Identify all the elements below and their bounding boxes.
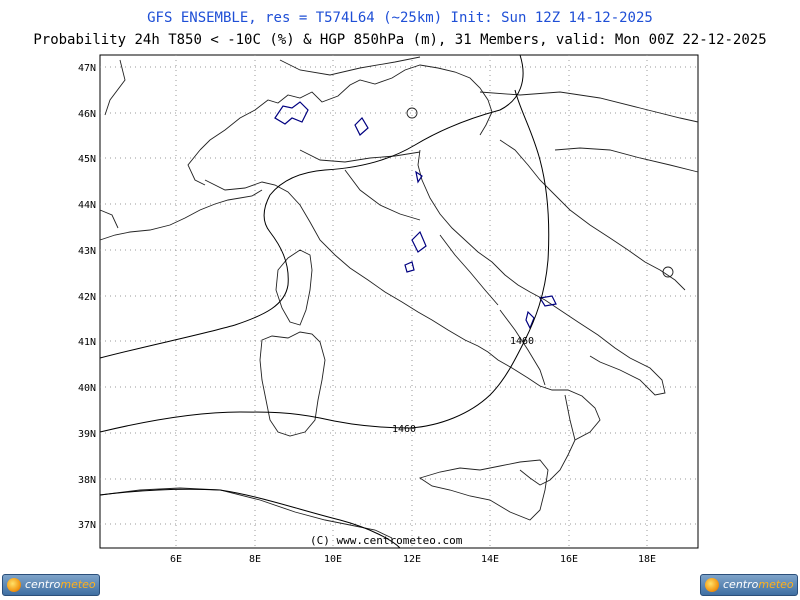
lon-label: 12E — [403, 554, 421, 565]
logo-text: centrometeo — [25, 578, 96, 591]
coastlines — [99, 56, 699, 539]
graticule — [100, 55, 698, 548]
lon-label: 14E — [481, 554, 499, 565]
lat-label: 44N — [78, 200, 96, 211]
lat-label: 43N — [78, 246, 96, 257]
lat-label: 45N — [78, 154, 96, 165]
probability-contours — [274, 101, 557, 330]
model-title: GFS ENSEMBLE, res = T574L64 (~25km) Init… — [147, 10, 653, 26]
product-title: Probability 24h T850 < -10C (%) & HGP 85… — [33, 32, 767, 48]
lon-label: 18E — [638, 554, 656, 565]
lon-label: 10E — [324, 554, 342, 565]
lat-label: 42N — [78, 292, 96, 303]
logo-globe-icon — [7, 578, 21, 592]
contour-label: 1460 — [392, 424, 416, 435]
copyright-text: (C) www.centrometeo.com — [310, 534, 463, 547]
geopotential-isolines — [99, 54, 550, 549]
lat-label: 46N — [78, 109, 96, 120]
lon-label: 6E — [170, 554, 182, 565]
lat-label: 38N — [78, 475, 96, 486]
lat-label: 47N — [78, 63, 96, 74]
centrometeo-logo-right[interactable]: centrometeo — [700, 574, 798, 596]
lat-label: 39N — [78, 429, 96, 440]
lon-label: 8E — [249, 554, 261, 565]
logo-text: centrometeo — [723, 578, 794, 591]
lon-label: 16E — [560, 554, 578, 565]
lat-label: 41N — [78, 337, 96, 348]
logo-globe-icon — [705, 578, 719, 592]
centrometeo-logo-left[interactable]: centrometeo — [2, 574, 100, 596]
lat-label: 40N — [78, 383, 96, 394]
contour-label: 1460 — [510, 336, 534, 347]
map-frame — [99, 54, 699, 549]
lat-label: 37N — [78, 520, 96, 531]
